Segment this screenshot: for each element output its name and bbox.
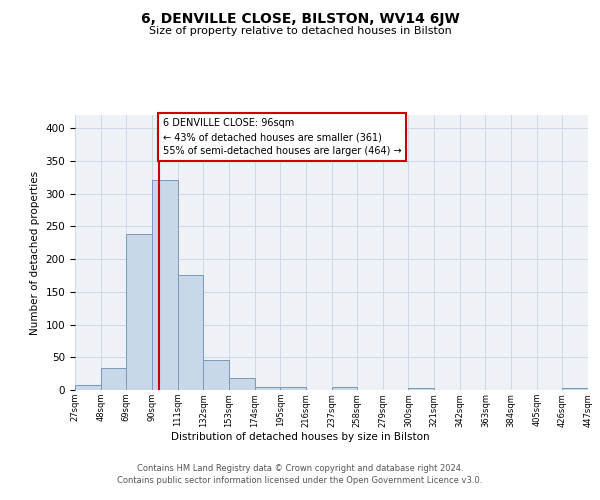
Bar — [254, 386, 280, 390]
Bar — [280, 388, 306, 390]
Y-axis label: Number of detached properties: Number of detached properties — [30, 170, 40, 334]
Bar — [178, 276, 203, 390]
Bar — [75, 385, 101, 390]
Text: 6 DENVILLE CLOSE: 96sqm
← 43% of detached houses are smaller (361)
55% of semi-d: 6 DENVILLE CLOSE: 96sqm ← 43% of detache… — [163, 118, 401, 156]
Bar — [101, 368, 127, 390]
Bar — [331, 388, 357, 390]
Text: 6, DENVILLE CLOSE, BILSTON, WV14 6JW: 6, DENVILLE CLOSE, BILSTON, WV14 6JW — [140, 12, 460, 26]
Bar — [152, 180, 178, 390]
Text: Size of property relative to detached houses in Bilston: Size of property relative to detached ho… — [149, 26, 451, 36]
Bar — [127, 234, 152, 390]
Text: Contains HM Land Registry data © Crown copyright and database right 2024.: Contains HM Land Registry data © Crown c… — [137, 464, 463, 473]
Bar — [409, 388, 434, 390]
Bar — [203, 360, 229, 390]
Text: Distribution of detached houses by size in Bilston: Distribution of detached houses by size … — [170, 432, 430, 442]
Bar — [229, 378, 254, 390]
Bar — [562, 388, 588, 390]
Text: Contains public sector information licensed under the Open Government Licence v3: Contains public sector information licen… — [118, 476, 482, 485]
